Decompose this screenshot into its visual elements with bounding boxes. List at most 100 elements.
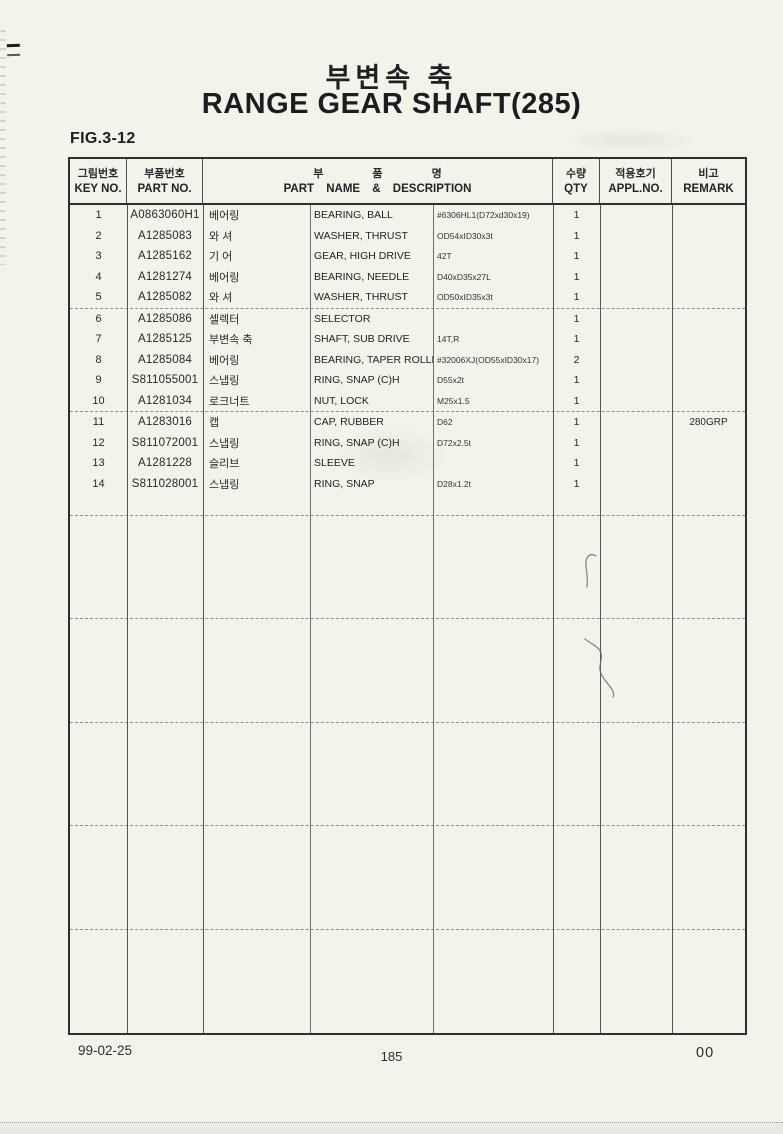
key-no-cell: 5 xyxy=(95,291,102,304)
empty-row xyxy=(70,494,745,515)
table-body: 1 A0863060H1 베어링 BEARING, BALL #6306HL1(… xyxy=(70,205,745,1033)
part-name-en-cell: BEARING, TAPER ROLLER xyxy=(314,353,433,366)
part-no-cell: S811072001 xyxy=(131,436,199,449)
part-name-en-cell: RING, SNAP (C)H xyxy=(314,436,400,449)
part-no-cell: S811055001 xyxy=(131,374,199,387)
spec-cell: #32006XJ(OD55xID30x17) xyxy=(437,354,540,365)
part-no-cell: A1285125 xyxy=(137,333,193,346)
header-key-no: 그림번호 KEY NO. xyxy=(70,159,127,203)
header-part-no: 부품번호 PART NO. xyxy=(127,159,203,203)
qty-cell: 1 xyxy=(573,229,580,242)
part-name-kr-cell: 와 셔 xyxy=(209,230,233,243)
part-name-en-cell: SHAFT, SUB DRIVE xyxy=(314,333,410,346)
table-row: 4 A1281274 베어링 BEARING, NEEDLE D40xD35x2… xyxy=(70,267,745,288)
key-no-cell: 8 xyxy=(95,353,102,366)
part-no-cell: S811028001 xyxy=(131,477,199,490)
qty-cell: 1 xyxy=(573,436,580,449)
spec-cell: OD50xID35x3t xyxy=(437,292,493,303)
spec-cell: D40xD35x27L xyxy=(437,271,491,282)
table-row: 2 A1285083 와 셔 WASHER, THRUST OD54xID30x… xyxy=(70,226,745,247)
spec-cell: D55x2t xyxy=(437,375,464,386)
page-number: 185 xyxy=(380,1049,403,1064)
part-name-kr-cell: 스냅링 xyxy=(209,478,240,491)
qty-cell: 1 xyxy=(573,394,580,407)
table-row: 11 A1283016 캡 CAP, RUBBER D62 1 280GRP xyxy=(70,412,745,433)
table-row: 12 S811072001 스냅링 RING, SNAP (C)H D72x2.… xyxy=(70,433,745,454)
part-no-cell: A1281034 xyxy=(137,394,193,407)
qty-cell: 1 xyxy=(573,291,580,304)
table-row: 10 A1281034 로크너트 NUT, LOCK M25x1.5 1 xyxy=(70,391,745,412)
qty-cell: 1 xyxy=(573,209,580,222)
scan-bottom-edge xyxy=(0,1122,783,1134)
part-no-cell: A1285083 xyxy=(137,229,193,242)
spec-cell: 14T,R xyxy=(437,334,460,345)
part-name-en-cell: GEAR, HIGH DRIVE xyxy=(314,250,411,263)
header-qty-english: QTY xyxy=(564,182,588,195)
footer-date: 99-02-25 xyxy=(78,1043,133,1058)
part-name-kr-cell: 셀렉터 xyxy=(209,313,240,326)
header-appl-no-korean: 적용호기 xyxy=(615,167,656,180)
table-row: 14 S811028001 스냅링 RING, SNAP D28x1.2t 1 xyxy=(70,474,745,495)
part-name-en-cell: WASHER, THRUST xyxy=(314,291,408,304)
header-qty: 수량 QTY xyxy=(553,159,600,203)
header-key-no-english: KEY NO. xyxy=(74,182,122,195)
header-remark-korean: 비고 xyxy=(698,167,719,180)
qty-cell: 1 xyxy=(573,374,580,387)
part-name-en-cell: SLEEVE xyxy=(314,457,355,470)
table-row: 7 A1285125 부변속 축 SHAFT, SUB DRIVE 14T,R … xyxy=(70,329,745,350)
header-part-name-korean: 부 품 명 xyxy=(313,167,442,180)
part-name-kr-cell: 슬리브 xyxy=(209,458,240,471)
key-no-cell: 9 xyxy=(95,374,102,387)
part-name-kr-cell: 로크너트 xyxy=(209,395,250,408)
table-row: 8 A1285084 베어링 BEARING, TAPER ROLLER #32… xyxy=(70,350,745,371)
key-no-cell: 10 xyxy=(92,394,105,407)
empty-row-group xyxy=(70,826,745,930)
header-appl-no: 적용호기 APPL.NO. xyxy=(600,159,672,203)
qty-cell: 1 xyxy=(573,312,580,325)
spec-cell: D62 xyxy=(437,417,453,428)
key-no-cell: 2 xyxy=(95,229,102,242)
header-part-no-english: PART NO. xyxy=(137,182,192,195)
qty-cell: 1 xyxy=(573,250,580,263)
part-no-cell: A1283016 xyxy=(137,416,193,429)
spec-cell: D72x2.5t xyxy=(437,437,472,448)
spec-cell: D28x1.2t xyxy=(437,478,472,489)
column-divider xyxy=(433,205,434,1033)
row-group: 11 A1283016 캡 CAP, RUBBER D62 1 280GRP 1… xyxy=(70,412,745,516)
empty-row-group xyxy=(70,619,745,723)
table-header-row: 그림번호 KEY NO. 부품번호 PART NO. 부 품 명 PART NA… xyxy=(70,159,745,205)
qty-cell: 1 xyxy=(573,477,580,490)
parts-table: 그림번호 KEY NO. 부품번호 PART NO. 부 품 명 PART NA… xyxy=(68,157,747,1035)
title-english: RANGE GEAR SHAFT(285) xyxy=(201,88,582,120)
key-no-cell: 6 xyxy=(95,312,102,325)
qty-cell: 1 xyxy=(573,457,580,470)
header-remark-english: REMARK xyxy=(683,182,734,195)
qty-cell: 1 xyxy=(573,333,580,346)
part-name-en-cell: SELECTOR xyxy=(314,312,371,325)
empty-row-group xyxy=(70,930,745,1034)
row-group: 1 A0863060H1 베어링 BEARING, BALL #6306HL1(… xyxy=(70,205,745,309)
part-name-en-cell: RING, SNAP (C)H xyxy=(314,374,400,387)
table-row: 1 A0863060H1 베어링 BEARING, BALL #6306HL1(… xyxy=(70,205,745,226)
key-no-cell: 14 xyxy=(92,477,105,490)
header-part-name-english: PART NAME & DESCRIPTION xyxy=(283,182,472,195)
title-korean: 부변속 축 xyxy=(325,63,458,93)
qty-cell: 1 xyxy=(573,416,580,429)
part-no-cell: A1285084 xyxy=(137,353,193,366)
part-no-cell: A1281228 xyxy=(137,457,193,470)
qty-cell: 1 xyxy=(573,270,580,283)
column-divider xyxy=(600,205,601,1033)
spec-cell: 42T xyxy=(437,251,452,262)
qty-cell: 2 xyxy=(573,353,580,366)
key-no-cell: 11 xyxy=(92,416,105,429)
part-name-en-cell: NUT, LOCK xyxy=(314,394,369,407)
spec-cell: #6306HL1(D72xd30x19) xyxy=(437,210,530,221)
part-name-en-cell: CAP, RUBBER xyxy=(314,416,384,429)
table-row: 3 A1285162 기 어 GEAR, HIGH DRIVE 42T 1 xyxy=(70,246,745,267)
spec-cell: M25x1.5 xyxy=(437,395,470,406)
part-name-kr-cell: 캡 xyxy=(209,417,220,430)
part-no-cell: A1285082 xyxy=(137,291,193,304)
key-no-cell: 7 xyxy=(95,333,102,346)
table-row: 5 A1285082 와 셔 WASHER, THRUST OD50xID35x… xyxy=(70,287,745,308)
